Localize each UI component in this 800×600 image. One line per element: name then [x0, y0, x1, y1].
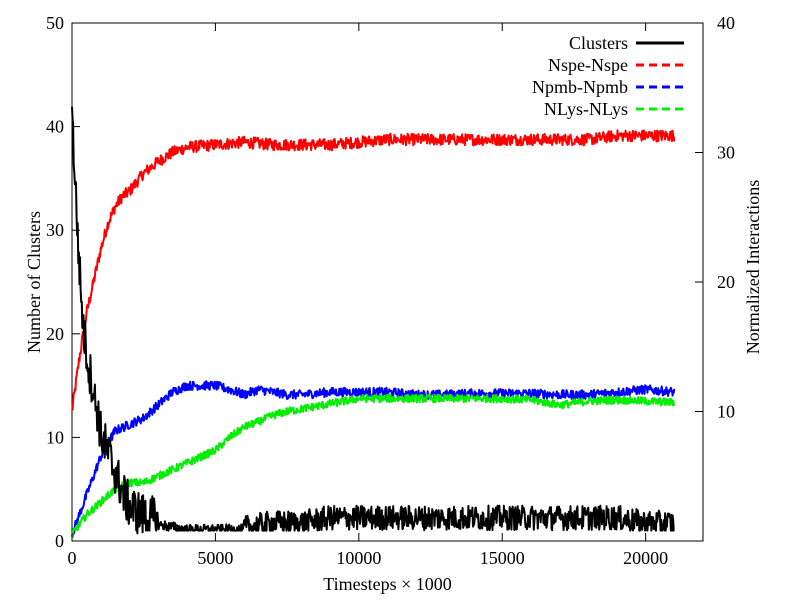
y2-tick-label: 20: [717, 272, 735, 292]
y-tick-label: 0: [55, 531, 64, 551]
legend-label: NLys-NLys: [544, 99, 628, 119]
y-axis-label: Number of Clusters: [24, 211, 44, 353]
x-tick-label: 0: [68, 548, 77, 568]
legend-item: NLys-NLys: [544, 99, 684, 119]
y2-axis-label: Normalized Interactions: [743, 180, 763, 354]
y-tick-label: 50: [46, 13, 64, 33]
legend-label: Clusters: [569, 33, 628, 53]
y2-tick-label: 40: [717, 13, 735, 33]
legend-item: Nspe-Nspe: [548, 55, 684, 75]
y-tick-label: 10: [46, 427, 64, 447]
y-tick-label: 20: [46, 324, 64, 344]
y2-tick-label: 10: [717, 402, 735, 422]
legend-label: Nspe-Nspe: [548, 55, 628, 75]
series-line-nlys-nlys: [71, 393, 676, 538]
legend-item: Npmb-Npmb: [532, 77, 684, 97]
axes-layer: 0 5000 10000 15000 20000 0 10 20 30 40 50 10 20 30 40 T…: [24, 13, 763, 594]
series-line-clusters: [71, 106, 675, 535]
x-tick-label: 20000: [623, 548, 668, 568]
x-tick-label: 15000: [480, 548, 525, 568]
series-layer: [71, 106, 676, 538]
legend-item: Clusters: [569, 33, 684, 53]
legend-label: Npmb-Npmb: [532, 77, 628, 97]
series-line-nspe-nspe: [71, 129, 676, 411]
y2-tick-label: 30: [717, 143, 735, 163]
x-tick-label: 10000: [336, 548, 381, 568]
y-tick-label: 40: [46, 117, 64, 137]
y-tick-label: 30: [46, 220, 64, 240]
x-axis-label: Timesteps × 1000: [323, 574, 452, 594]
x-tick-label: 5000: [197, 548, 233, 568]
